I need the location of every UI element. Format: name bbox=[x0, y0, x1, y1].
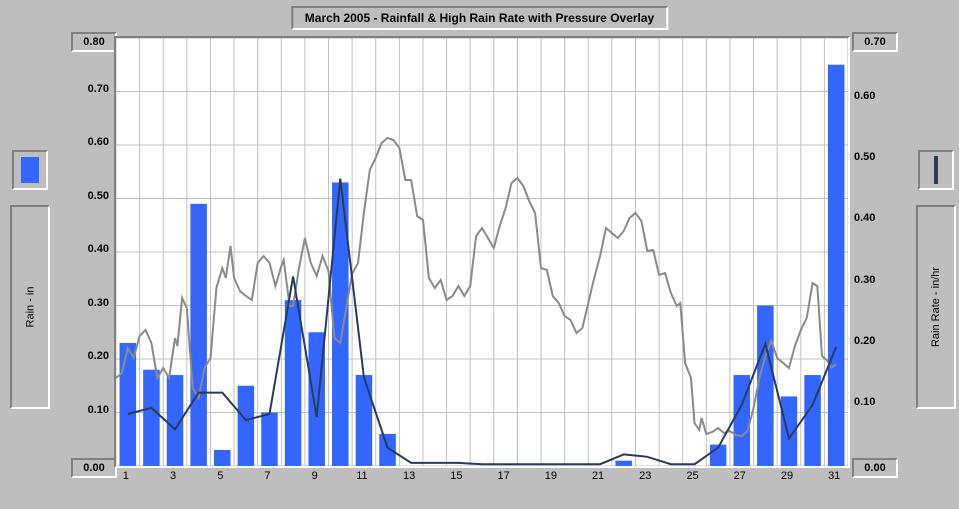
right-axis-min-box: 0.00 bbox=[852, 458, 898, 478]
legend-swatch-rain-bar bbox=[12, 150, 48, 190]
right-tick-label: 0.50 bbox=[854, 151, 894, 163]
left-axis-label: Rain - in bbox=[24, 287, 36, 328]
plot-area bbox=[114, 36, 850, 468]
left-tick-label: 0.60 bbox=[69, 136, 109, 148]
right-axis-label: Rain Rate - in/hr bbox=[930, 267, 942, 347]
x-tick-label: 29 bbox=[781, 470, 793, 482]
chart-title: March 2005 - Rainfall & High Rain Rate w… bbox=[291, 6, 668, 30]
left-tick-label: 0.50 bbox=[69, 190, 109, 202]
right-axis-label-box: Rain Rate - in/hr bbox=[916, 205, 956, 409]
x-tick-label: 3 bbox=[170, 470, 176, 482]
right-axis-max-box: 0.70 bbox=[852, 32, 898, 52]
x-tick-label: 19 bbox=[545, 470, 557, 482]
x-tick-label: 15 bbox=[450, 470, 462, 482]
right-tick-label: 0.20 bbox=[854, 335, 894, 347]
left-tick-label: 0.70 bbox=[69, 83, 109, 95]
x-tick-label: 7 bbox=[264, 470, 270, 482]
x-tick-label: 5 bbox=[217, 470, 223, 482]
line-swatch-icon bbox=[934, 156, 938, 184]
x-tick-label: 1 bbox=[123, 470, 129, 482]
left-tick-label: 0.10 bbox=[69, 404, 109, 416]
x-tick-label: 17 bbox=[497, 470, 509, 482]
x-tick-label: 25 bbox=[686, 470, 698, 482]
left-axis-min-box: 0.00 bbox=[71, 458, 117, 478]
left-tick-label: 0.40 bbox=[69, 243, 109, 255]
right-tick-label: 0.30 bbox=[854, 274, 894, 286]
x-tick-label: 21 bbox=[592, 470, 604, 482]
right-tick-label: 0.10 bbox=[854, 396, 894, 408]
x-tick-label: 31 bbox=[828, 470, 840, 482]
x-tick-label: 13 bbox=[403, 470, 415, 482]
left-axis-label-box: Rain - in bbox=[10, 205, 50, 409]
legend-swatch-rate-line bbox=[918, 150, 954, 190]
right-tick-label: 0.60 bbox=[854, 90, 894, 102]
x-tick-label: 27 bbox=[734, 470, 746, 482]
x-tick-label: 23 bbox=[639, 470, 651, 482]
x-tick-label: 9 bbox=[312, 470, 318, 482]
x-tick-label: 11 bbox=[356, 470, 367, 482]
left-tick-label: 0.30 bbox=[69, 297, 109, 309]
bar-swatch-icon bbox=[21, 157, 39, 183]
left-tick-label: 0.20 bbox=[69, 350, 109, 362]
right-tick-label: 0.40 bbox=[854, 212, 894, 224]
left-axis-max-box: 0.80 bbox=[71, 32, 117, 52]
